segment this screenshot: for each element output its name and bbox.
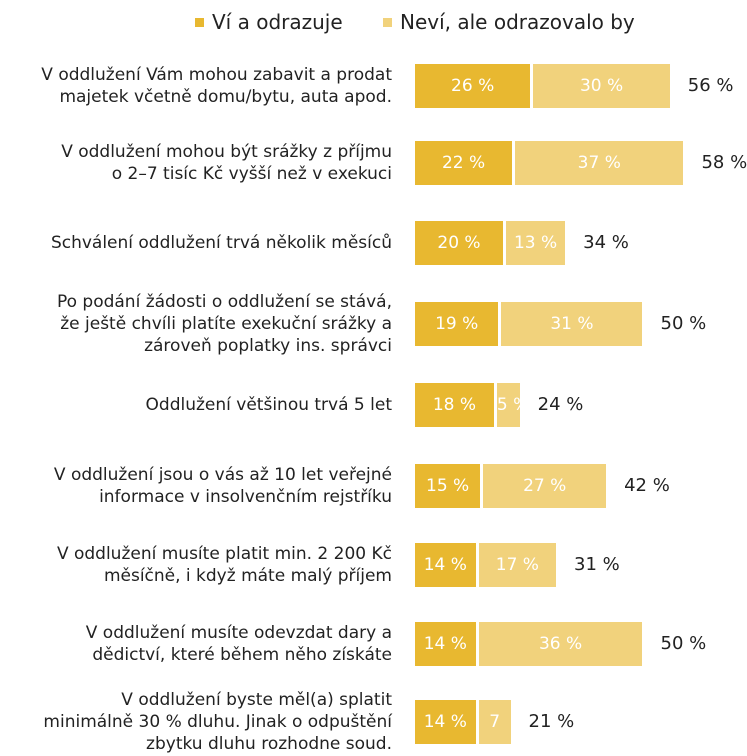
bar-segment-series-2 [496,383,520,427]
bar-segment-series-1 [415,64,531,108]
bar-segment-series-2 [501,302,643,346]
bar-segment-series-2 [478,700,511,744]
row-label-line: zároveň poplatky ins. správci [144,336,392,356]
bar-segment-series-2 [478,543,557,587]
bar-total-label: 21 % [528,711,575,732]
bar-value-label-series-1: 26 % [451,76,495,96]
legend-swatch-series-2 [383,17,392,27]
bar-segment-series-1 [415,622,476,666]
bar-value-label-series-1: 22 % [441,153,486,173]
bar-value-label-series-2: 36 % [538,634,583,654]
bar-total-label: 42 % [624,475,670,496]
row-label-line: Oddlužení většinou trvá 5 let [145,395,392,415]
row-label-line: V oddlužení Vám mohou zabavit a prodat [41,65,392,85]
row-label: V oddlužení musíte platit min. 2 200 Kč m… [0,543,392,587]
bar-total-label: 56 % [687,75,734,96]
bar-segment-series-1 [415,700,476,744]
row-label-line: V oddlužení musíte odevzdat dary a [85,623,392,643]
legend-label-series-1: Ví a odrazuje [212,10,343,34]
bar-total-label: 50 % [660,633,707,654]
bar-segment-series-2 [478,622,643,666]
row-label: V oddlužení Vám mohou zabavit a prodat ma… [0,64,392,108]
row-label-line: minimálně 30 % dluhu. Jinak o odpuštění [43,712,392,732]
legend: Ví a odrazuje Neví, ale odrazovalo by [0,10,747,42]
row-label-line: V oddlužení musíte platit min. 2 200 Kč [56,544,392,564]
bar-segment-series-1 [415,464,481,508]
legend-item-series-2: Neví, ale odrazovalo by [383,10,635,34]
bar-value-label-series-1: 14 % [423,555,467,575]
row-label: Schválení oddlužení trvá několik měsíců [0,232,392,254]
row-label: V oddlužení jsou o vás až 10 let veřejné… [0,464,392,508]
bar-segment-series-1 [415,383,494,427]
bar-value-label-series-1: 20 % [437,233,481,253]
bar-value-label-series-2: 30 % [579,76,624,96]
legend-swatch-series-1 [195,17,204,27]
bar-value-label-series-1: 15 % [426,476,470,496]
row-label-line: V oddlužení jsou o vás až 10 let veřejné [53,465,392,485]
bar-segment-series-1 [415,221,503,265]
row-label: Po podání žádosti o oddlužení se stává, ž… [0,291,392,357]
bar-value-label-series-2: 27 % [523,476,567,496]
bar-value-label-series-2: 37 % [577,153,621,173]
bar-total-label: 34 % [583,232,629,253]
bar-total-label: 58 % [701,152,747,173]
bar-segment-series-1 [415,141,513,185]
row-label-line: zbytku dluhu rozhodne soud. [146,734,392,754]
row-label-line: že ještě chvíli platíte exekuční srážky … [60,314,392,334]
bar-segment-series-1 [415,302,499,346]
row-label-line: měsíčně, i když máte malý příjem [103,566,392,586]
bar-value-label-series-1: 18 % [432,395,477,415]
row-label-line: V oddlužení mohou být srážky z příjmu [61,142,392,162]
row-label: V oddlužení byste měl(a) splatit minimáln… [0,689,392,755]
bar-value-label-series-2: 7 [489,712,501,732]
row-label-line: o 2–7 tisíc Kč vyšší než v exekuci [111,164,392,184]
bar-total-label: 24 % [537,394,584,415]
bar-value-label-series-2: 5 % [496,395,520,415]
bar-value-label-series-1: 14 % [423,712,467,732]
bar-total-label: 50 % [660,313,707,334]
row-label: V oddlužení mohou být srážky z příjmu o 2… [0,141,392,185]
legend-item-series-1: Ví a odrazuje [195,10,343,34]
bar-segment-series-2 [506,221,566,265]
row-label-line: Po podání žádosti o oddlužení se stává, [56,292,392,312]
bar-segment-series-1 [415,543,476,587]
bar-value-label-series-1: 19 % [435,314,479,334]
bar-value-label-series-2: 17 % [495,555,539,575]
row-label-line: V oddlužení byste měl(a) splatit [121,690,392,710]
bar-value-label-series-1: 14 % [423,634,467,654]
row-label: V oddlužení musíte odevzdat dary a dědict… [0,622,392,666]
row-label-line: majetek včetně domu/bytu, auta apod. [59,87,392,107]
bar-segment-series-2 [533,64,670,108]
row-label-line: Schválení oddlužení trvá několik měsíců [50,233,392,253]
row-label-line: dědictví, které během něho získáte [92,645,392,665]
bar-value-label-series-2: 31 % [550,314,594,334]
legend-label-series-2: Neví, ale odrazovalo by [400,10,635,34]
bar-segment-series-2 [483,464,607,508]
bar-segment-series-2 [515,141,684,185]
row-label-line: informace v insolvenčním rejstříku [99,487,392,507]
bar-total-label: 31 % [574,554,620,575]
row-label: Oddlužení většinou trvá 5 let [0,394,392,416]
bar-value-label-series-2: 13 % [513,233,558,253]
